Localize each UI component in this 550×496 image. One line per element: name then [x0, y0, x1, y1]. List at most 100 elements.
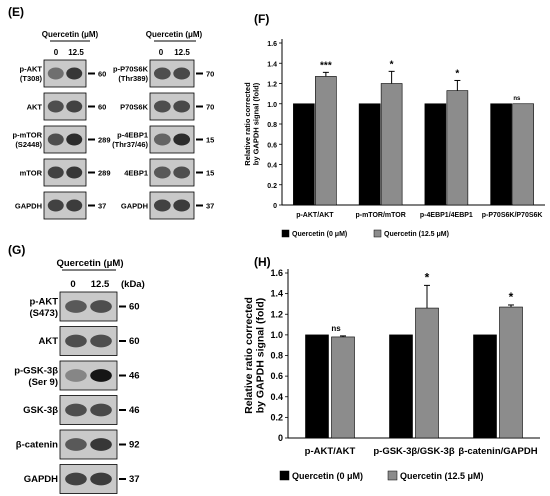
- y-tick-label: 0: [278, 433, 283, 443]
- blot-row-label: β-catenin: [16, 440, 58, 451]
- y-tick-label: 0.4: [267, 163, 277, 170]
- y-axis-label: Relative ratio correctedby GAPDH signal …: [243, 297, 267, 414]
- blot-row-label: GAPDH: [121, 202, 148, 211]
- blot-row-label: AKT: [38, 336, 58, 347]
- bar: [305, 334, 329, 439]
- x-category-label: p-GSK-3β/GSK-3β: [373, 446, 454, 457]
- significance-annotation: ***: [320, 60, 332, 71]
- legend-label: Quercetin (12.5 μM): [384, 231, 449, 238]
- y-tick-label: 0.8: [267, 122, 277, 129]
- significance-annotation: *: [425, 270, 430, 284]
- significance-annotation: *: [390, 59, 394, 70]
- protein-band: [153, 133, 171, 146]
- protein-band: [153, 67, 171, 80]
- protein-band: [47, 199, 64, 212]
- treatment-label: Quercetin (μM): [42, 30, 99, 39]
- bar: [512, 103, 534, 206]
- western-blot-panel-g: Quercetin (μM) 0 12.5 (kDa) p-AKT (S473) 60 AKT…: [14, 258, 145, 494]
- treatment-label: Quercetin (μM): [146, 30, 203, 39]
- blot-row-label: mTOR: [20, 169, 43, 178]
- panel-letter-g: (G): [8, 243, 26, 257]
- protein-band: [173, 199, 191, 212]
- protein-band: [153, 100, 171, 113]
- protein-band: [66, 199, 83, 212]
- protein-band: [65, 334, 87, 348]
- legend-label: Quercetin (12.5 μM): [400, 471, 484, 481]
- blot-row-label: p-AKT (T308): [20, 65, 43, 84]
- molecular-weight-label: 92: [129, 440, 140, 451]
- kda-label: (kDa): [121, 279, 145, 290]
- molecular-weight-label: 46: [129, 371, 140, 382]
- legend-swatch: [281, 229, 290, 238]
- lane-label: 0: [70, 279, 75, 290]
- x-category-label: p-AKT/AKT: [305, 446, 356, 457]
- x-category-label: p-AKT/AKT: [296, 212, 334, 219]
- protein-band: [153, 199, 171, 212]
- protein-band: [90, 472, 112, 486]
- blot-row-label: p-AKT (S473): [29, 297, 58, 320]
- lane-label: 0: [54, 48, 59, 57]
- protein-band: [65, 300, 87, 313]
- legend-swatch: [279, 470, 290, 481]
- legend-label: Quercetin (0 μM): [292, 231, 347, 238]
- panel-letter-f: (F): [254, 12, 270, 26]
- blot-row-label: p-GSK-3β (Ser 9): [14, 366, 58, 389]
- protein-band: [173, 67, 191, 80]
- blot-row-label: 4EBP1: [124, 169, 148, 178]
- protein-band: [90, 300, 112, 313]
- molecular-weight-label: 37: [206, 202, 214, 211]
- protein-band: [47, 166, 64, 179]
- blot-row-label: GSK-3β: [23, 405, 58, 416]
- lane-label: 0: [159, 48, 164, 57]
- protein-band: [47, 100, 64, 113]
- bar: [389, 334, 413, 439]
- molecular-weight-label: 15: [206, 136, 214, 145]
- y-tick-label: 1.2: [270, 309, 283, 319]
- protein-band: [90, 438, 112, 451]
- western-blot-panel-e: Quercetin (μM) 0 12.5 p-AKT (T308) 60 AKT 60 p-m…: [13, 30, 214, 220]
- y-tick-label: 0.2: [267, 183, 277, 190]
- lane-label: 12.5: [68, 48, 84, 57]
- blot-row-label: p-4EBP1 (Thr37/46): [112, 131, 148, 150]
- blot-row-label: GAPDH: [15, 202, 42, 211]
- protein-band: [66, 67, 83, 80]
- y-tick-label: 0.4: [270, 392, 283, 402]
- bar: [380, 83, 403, 206]
- protein-band: [65, 438, 87, 451]
- significance-annotation: *: [455, 68, 459, 79]
- bar: [315, 76, 337, 206]
- protein-band: [66, 100, 83, 113]
- protein-band: [153, 166, 171, 179]
- legend-swatch: [373, 229, 382, 238]
- bar: [490, 103, 512, 206]
- protein-band: [90, 334, 112, 348]
- bar: [293, 103, 315, 206]
- molecular-weight-label: 70: [206, 70, 214, 79]
- protein-band: [90, 369, 112, 382]
- lane-label: 12.5: [91, 279, 110, 290]
- y-tick-label: 1.6: [270, 268, 283, 278]
- molecular-weight-label: 289: [98, 136, 111, 145]
- bar-chart-h: 0 0.2 0.4 0.6 0.8 1.0 1.2 1.4 1.6 Relative ratio …: [243, 268, 540, 481]
- bar: [415, 307, 439, 439]
- protein-band: [173, 166, 191, 179]
- significance-annotation: ns: [513, 96, 521, 102]
- blot-row-label: P70S6K: [120, 103, 149, 112]
- significance-annotation: *: [509, 290, 514, 304]
- protein-band: [173, 100, 191, 113]
- blot-row-label: AKT: [27, 103, 43, 112]
- y-tick-label: 1.0: [270, 330, 283, 340]
- bar: [446, 90, 469, 206]
- legend-swatch: [387, 470, 398, 481]
- molecular-weight-label: 60: [129, 302, 140, 313]
- y-tick-label: 0.6: [267, 142, 277, 149]
- molecular-weight-label: 46: [129, 405, 140, 416]
- protein-band: [173, 133, 191, 146]
- bar: [473, 334, 497, 439]
- protein-band: [65, 369, 87, 382]
- bar: [331, 336, 355, 439]
- blot-row-label: GAPDH: [24, 474, 58, 485]
- molecular-weight-label: 60: [129, 336, 140, 347]
- y-axis-label: Relative ratio correctedby GAPDH signal …: [243, 82, 261, 166]
- y-tick-label: 0.6: [270, 371, 283, 381]
